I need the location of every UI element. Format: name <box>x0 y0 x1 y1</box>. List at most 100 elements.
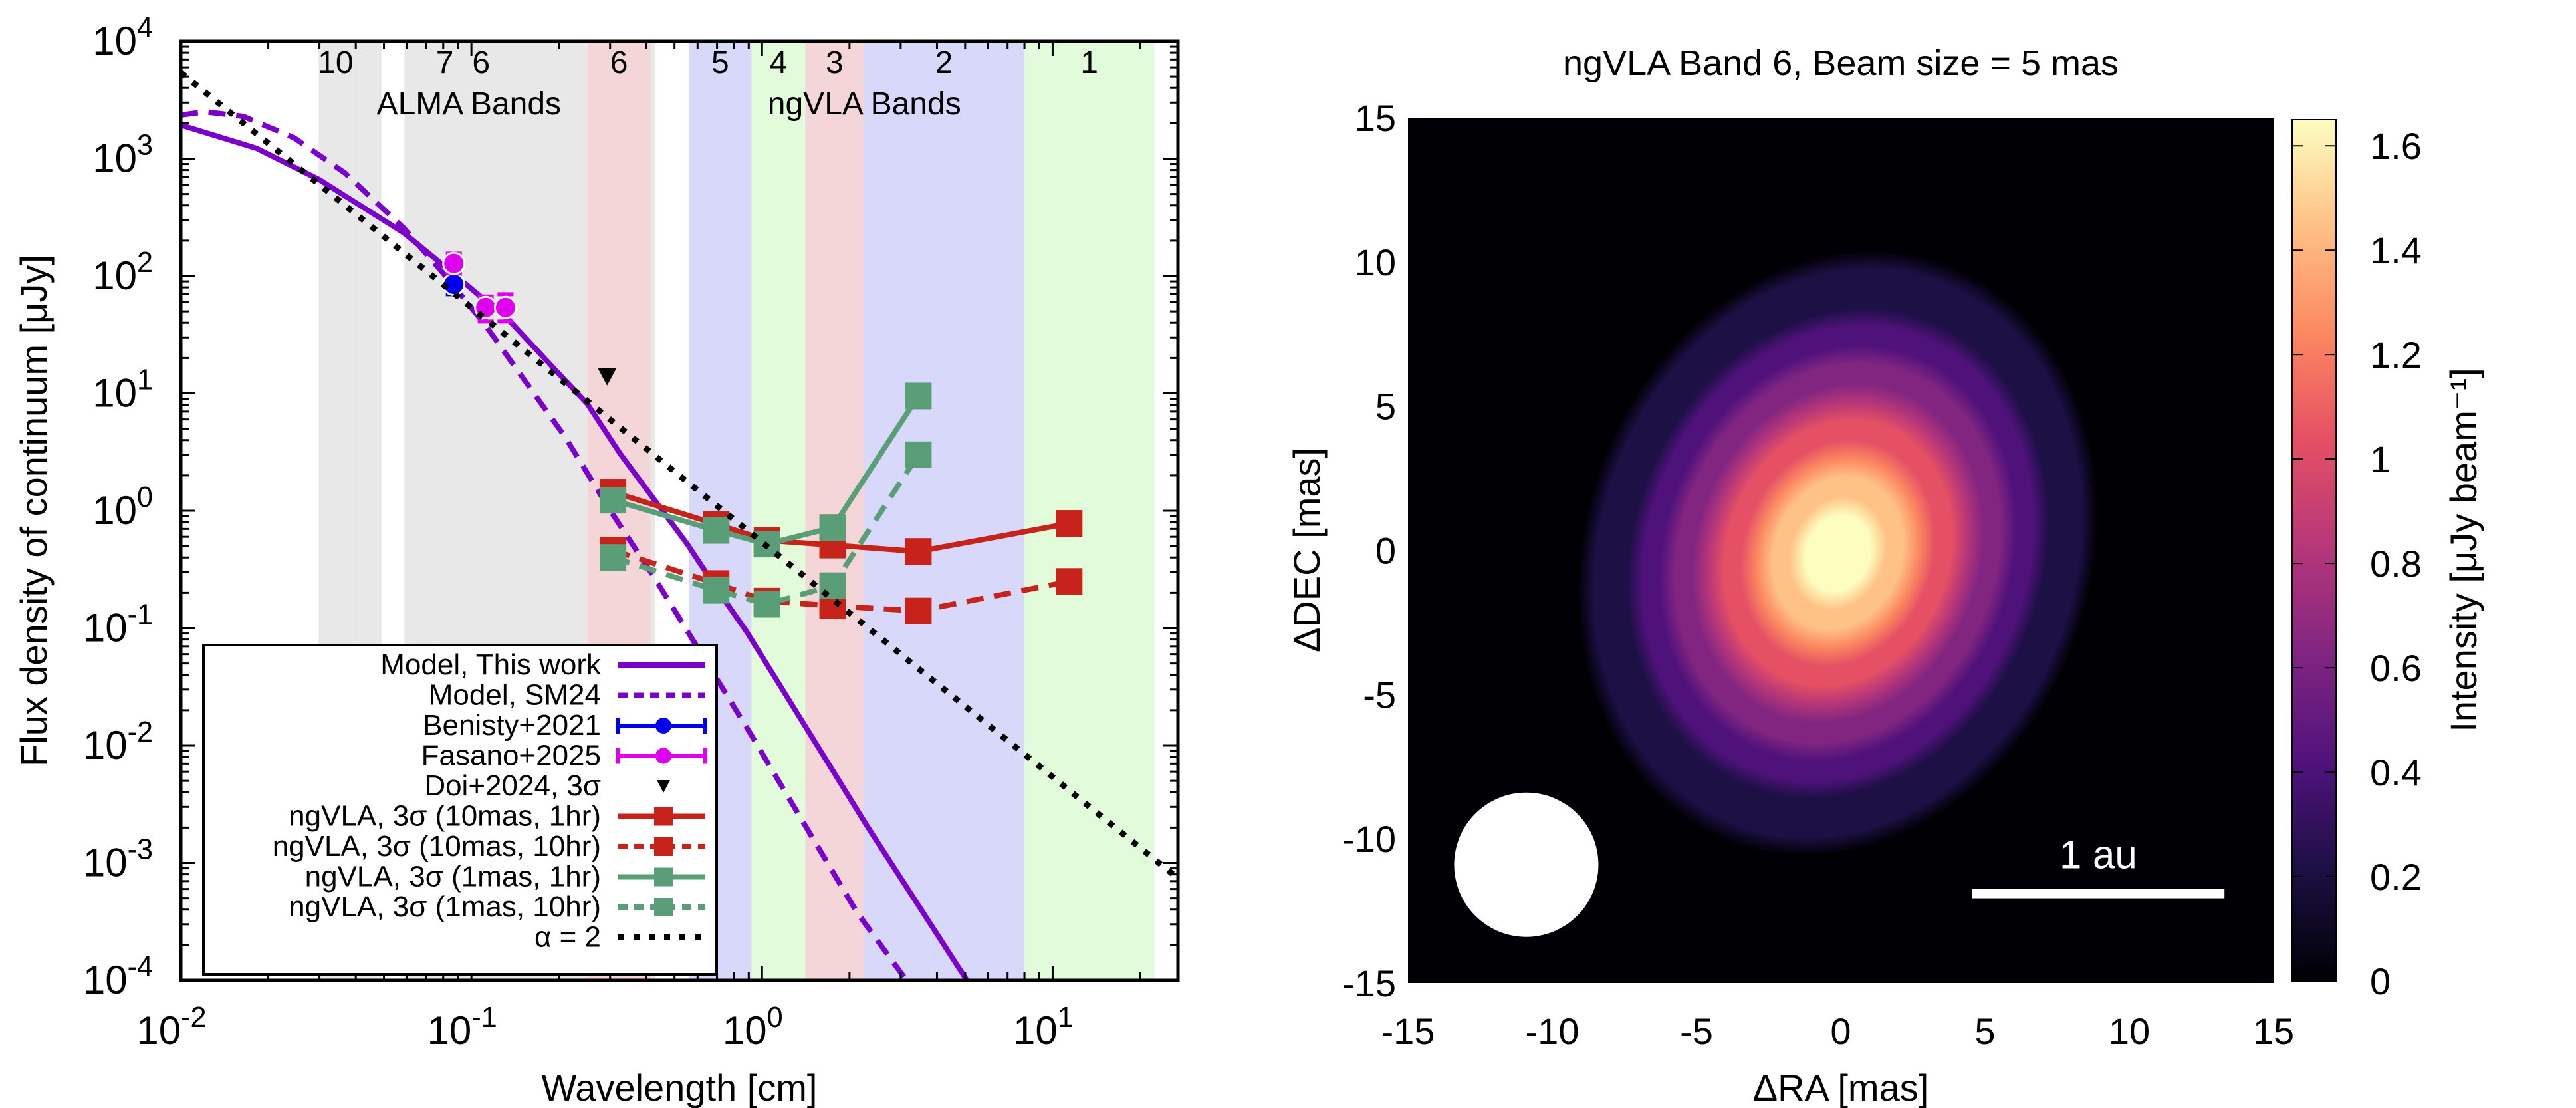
image-x-tick-label: -15 <box>1381 1010 1435 1052</box>
image-y-tick-label: -15 <box>1342 962 1396 1004</box>
y-tick-label: 10-4 <box>83 951 153 1002</box>
beam-ellipse <box>1454 792 1599 937</box>
y-axis-title: Flux density of continuum [μJy] <box>13 255 55 767</box>
legend-marker <box>654 837 673 856</box>
legend-marker <box>655 748 671 764</box>
band-label-alma-6: 6 <box>472 45 490 80</box>
image-y-axis-title: ΔDEC [mas] <box>1286 448 1328 652</box>
data-point <box>819 514 846 541</box>
data-point <box>600 544 627 571</box>
image-y-tick-label: -10 <box>1342 818 1396 860</box>
colorbar-tick-label: 1 <box>2370 438 2391 480</box>
legend-label: ngVLA, 3σ (10mas, 10hr) <box>273 830 601 863</box>
legend-marker <box>657 780 670 793</box>
band-label-ngvla-4: 4 <box>770 45 788 80</box>
image-y-tick-label: -5 <box>1363 674 1396 716</box>
legend-label: ngVLA, 3σ (10mas, 1hr) <box>289 800 601 833</box>
data-point <box>442 251 466 275</box>
colorbar-title: Intensity [μJy beam⁻¹] <box>2442 368 2484 732</box>
x-axis-title: Wavelength [cm] <box>542 1067 818 1108</box>
data-point <box>905 441 932 468</box>
data-point <box>905 597 932 624</box>
band-ngvla-3 <box>805 41 864 980</box>
image-axis-ticks: -15 -10 -5 0 5 10 15 -15 -10 -5 0 5 10 15 <box>1342 97 2294 1052</box>
colorbar-tick-label: 1.6 <box>2370 125 2422 167</box>
band-ngvla-1 <box>1024 41 1155 980</box>
x-tick-label: 10-1 <box>427 1002 497 1053</box>
image-y-tick-label: 15 <box>1355 97 1396 139</box>
y-tick-label: 101 <box>92 364 153 416</box>
y-tick-label: 100 <box>92 482 153 533</box>
data-point <box>1056 568 1083 595</box>
y-tick-label: 104 <box>92 12 153 63</box>
legend-label: Model, This work <box>380 648 602 681</box>
sed-panel: 10 7 6 6 5 4 3 2 1 ALMA Bands ngVLA Bands 10-2 10… <box>13 12 1180 1108</box>
legend-label: Model, SM24 <box>429 679 601 712</box>
colorbar-tick-label: 0.8 <box>2370 543 2422 585</box>
data-point <box>1056 510 1083 537</box>
band-label-ngvla-5: 5 <box>711 45 729 80</box>
band-label-ngvla-2: 2 <box>935 45 953 80</box>
colorbar-tick-label: 0 <box>2370 960 2391 1002</box>
colorbar <box>2291 119 2337 982</box>
colorbar-tick-label: 0.6 <box>2370 647 2422 689</box>
y-tick-label: 10-1 <box>83 599 153 650</box>
scale-bar <box>1972 889 2225 899</box>
band-ngvla-2 <box>864 41 1024 980</box>
colorbar-tick-label: 1.4 <box>2370 229 2422 271</box>
legend-marker <box>654 867 673 887</box>
band-label-alma-10: 10 <box>318 45 353 80</box>
image-x-tick-label: 5 <box>1974 1010 1995 1052</box>
upper-limit-marker <box>598 368 617 386</box>
image-x-tick-label: 10 <box>2109 1010 2150 1052</box>
legend-marker <box>654 807 673 826</box>
legend-marker <box>654 898 673 916</box>
x-tick-label: 10-2 <box>136 1002 206 1053</box>
image-x-axis-title: ΔRA [mas] <box>1753 1067 1929 1108</box>
data-point <box>600 487 627 514</box>
series-layer <box>181 70 1178 980</box>
y-tick-label: 102 <box>92 247 153 298</box>
legend-label: ngVLA, 3σ (1mas, 1hr) <box>305 861 601 893</box>
x-tick-label: 101 <box>1013 1002 1074 1053</box>
colorbar-tick-label: 0.4 <box>2370 752 2422 793</box>
sed-plot-frame <box>179 39 1180 982</box>
image-panel: ngVLA Band 6, Beam size = 5 mas 1 au -15… <box>1286 43 2484 1108</box>
data-point <box>493 295 517 319</box>
data-point <box>753 591 780 618</box>
band-label-ngvla-6: 6 <box>610 45 628 80</box>
image-y-tick-label: 0 <box>1375 530 1396 572</box>
data-point <box>703 517 730 544</box>
legend-marker <box>655 718 671 734</box>
data-point <box>905 538 932 565</box>
legend-box <box>202 644 718 976</box>
band-label-alma-7: 7 <box>436 45 454 80</box>
legend-label: ngVLA, 3σ (1mas, 10hr) <box>289 891 601 923</box>
series-line-ngvla-3-10mas-1hr <box>612 489 1070 555</box>
colorbar-ticks: 0 0.2 0.4 0.6 0.8 1 1.2 1.4 1.6 <box>2292 125 2422 1002</box>
band-labels: 10 7 6 6 5 4 3 2 1 <box>318 45 1098 80</box>
band-label-ngvla-1: 1 <box>1080 45 1098 80</box>
colorbar-tick-label: 0.2 <box>2370 856 2422 898</box>
x-tick-label: 100 <box>723 1002 783 1053</box>
image-y-tick-label: 10 <box>1355 241 1396 283</box>
image-x-tick-label: 15 <box>2253 1010 2294 1052</box>
image-y-tick-label: 5 <box>1375 386 1396 428</box>
alma-bands-label: ALMA Bands <box>377 86 562 122</box>
legend-label: α = 2 <box>534 921 601 954</box>
y-tick-label: 10-3 <box>83 834 153 885</box>
y-tick-label: 103 <box>92 130 153 181</box>
band-ngvla-4 <box>751 41 806 980</box>
data-point <box>703 577 730 604</box>
series-line-ngvla-3-1mas-10hr <box>612 453 921 607</box>
scale-bar-label: 1 au <box>2059 833 2137 877</box>
data-point <box>905 382 932 410</box>
band-label-ngvla-3: 3 <box>826 45 844 80</box>
image-x-tick-label: 0 <box>1830 1010 1851 1052</box>
legend-label: Benisty+2021 <box>423 709 601 742</box>
series-doi-2024-3 <box>598 368 617 386</box>
legend-label: Doi+2024, 3σ <box>424 769 601 802</box>
image-title: ngVLA Band 6, Beam size = 5 mas <box>1563 43 2119 83</box>
